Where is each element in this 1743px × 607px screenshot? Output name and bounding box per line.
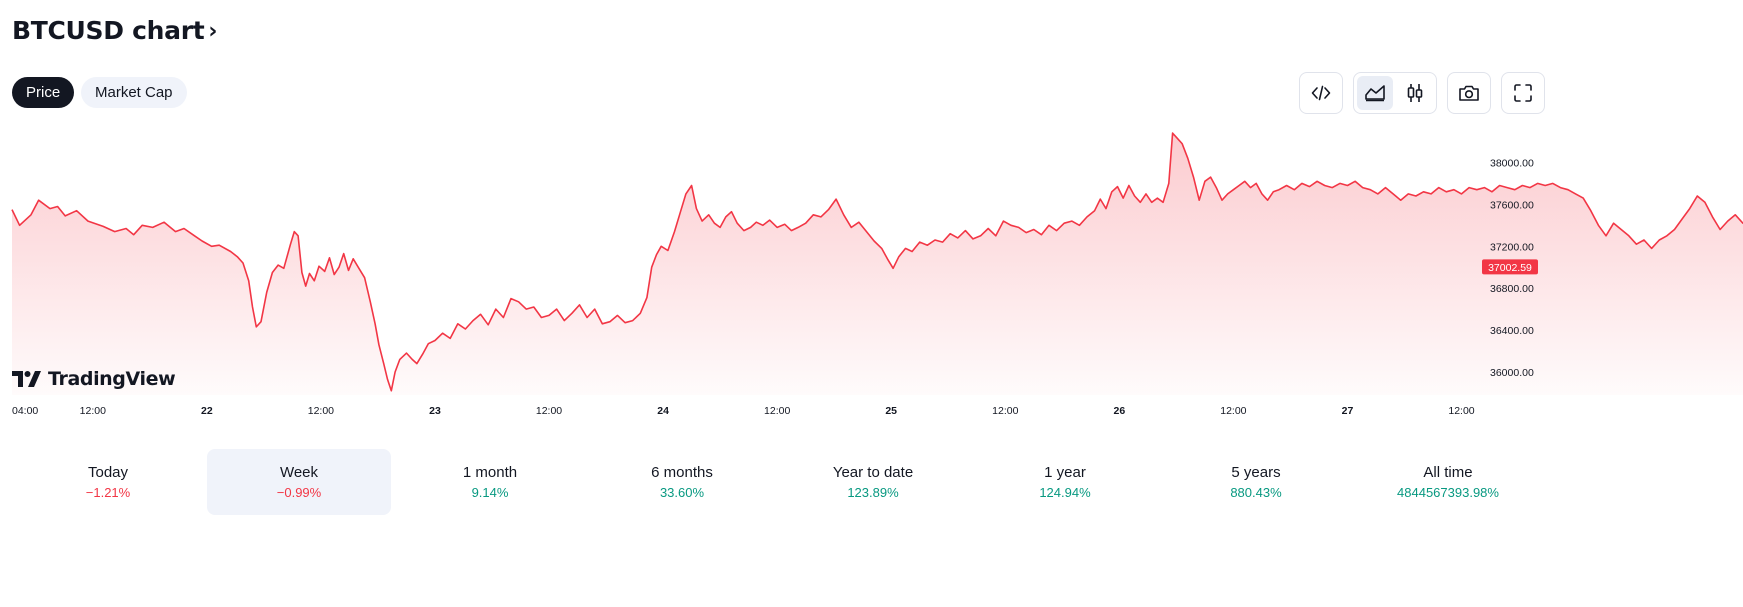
price-series-line [11, 132, 1743, 392]
performance-item[interactable]: All time 4844567393.98% [1356, 449, 1540, 515]
performance-item[interactable]: Year to date 123.89% [781, 449, 965, 515]
embed-code-button[interactable] [1299, 72, 1343, 114]
performance-change-value: −0.99% [276, 485, 322, 500]
performance-item[interactable]: 1 month 9.14% [398, 449, 582, 515]
performance-period-label: Week [279, 464, 319, 481]
x-tick-label: 12:00 [1220, 405, 1246, 417]
performance-item[interactable]: Week −0.99% [207, 449, 391, 515]
performance-period-label: 1 month [462, 464, 518, 481]
performance-item[interactable]: 6 months 33.60% [590, 449, 774, 515]
tab-market-cap-label: Market Cap [95, 84, 173, 101]
chevron-right-icon: › [208, 19, 218, 44]
chart-style-group [1353, 72, 1437, 114]
x-tick-label: 26 [1114, 405, 1126, 417]
last-price-label: 37002.59 [1488, 262, 1532, 274]
x-tick-label: 12:00 [308, 405, 334, 417]
tab-market-cap[interactable]: Market Cap [81, 77, 187, 108]
screenshot-button[interactable] [1447, 72, 1491, 114]
y-tick-label: 36800.00 [1490, 283, 1534, 295]
tab-price[interactable]: Price [12, 77, 75, 108]
y-tick-label: 37600.00 [1490, 199, 1534, 211]
fullscreen-button[interactable] [1501, 72, 1545, 114]
area-chart-button[interactable] [1357, 76, 1393, 110]
y-tick-label: 36000.00 [1490, 367, 1534, 379]
tab-price-label: Price [26, 84, 61, 101]
performance-change-value: 880.43% [1230, 485, 1282, 500]
x-tick-label: 12:00 [1448, 405, 1474, 417]
tradingview-logo-text: TradingView [48, 368, 176, 390]
performance-change-value: 33.60% [659, 485, 705, 500]
x-tick-label: 22 [201, 405, 213, 417]
performance-item[interactable]: 5 years 880.43% [1164, 449, 1348, 515]
tradingview-logo[interactable]: TradingView [12, 368, 176, 390]
performance-period-label: 6 months [651, 464, 713, 481]
price-area-fill [12, 133, 1743, 395]
last-price-tag [1482, 259, 1538, 275]
x-tick-label: 12:00 [764, 405, 790, 417]
performance-item[interactable]: 1 year 124.94% [973, 449, 1157, 515]
fullscreen-icon [1514, 84, 1532, 102]
embed-code-icon [1311, 85, 1331, 101]
performance-period-label: 5 years [1231, 464, 1281, 481]
performance-change-value: 123.89% [847, 485, 899, 500]
x-tick-label: 04:00 [12, 405, 38, 417]
y-tick-label: 36400.00 [1490, 325, 1534, 337]
x-tick-label: 12:00 [536, 405, 562, 417]
x-tick-label: 25 [885, 405, 897, 417]
candlestick-button[interactable] [1397, 76, 1433, 110]
performance-item[interactable]: Today −1.21% [16, 449, 200, 515]
area-chart-icon [1365, 85, 1385, 102]
camera-icon [1459, 85, 1479, 101]
performance-period-label: All time [1423, 464, 1473, 481]
page-title-text: BTCUSD chart [12, 16, 205, 45]
candlestick-icon [1407, 84, 1423, 102]
x-tick-label: 12:00 [992, 405, 1018, 417]
y-tick-label: 38000.00 [1490, 158, 1534, 170]
tradingview-logo-icon [12, 371, 41, 387]
x-tick-label: 23 [429, 405, 441, 417]
performance-period-label: Year to date [832, 464, 914, 481]
x-tick-label: 27 [1342, 405, 1354, 417]
performance-change-value: 124.94% [1039, 485, 1091, 500]
page-title[interactable]: BTCUSD chart › [12, 16, 217, 45]
performance-period-label: Today [87, 464, 129, 481]
performance-period-label: 1 year [1044, 464, 1086, 481]
performance-change-value: 4844567393.98% [1397, 485, 1499, 500]
y-tick-label: 37200.00 [1490, 241, 1534, 253]
performance-change-value: −1.21% [85, 485, 131, 500]
x-tick-label: 12:00 [80, 405, 106, 417]
price-chart[interactable]: 36000.00 36400.00 36800.00 37200.00 37600.00… [0, 125, 1743, 425]
performance-change-value: 9.14% [471, 485, 509, 500]
x-tick-label: 24 [657, 405, 669, 417]
